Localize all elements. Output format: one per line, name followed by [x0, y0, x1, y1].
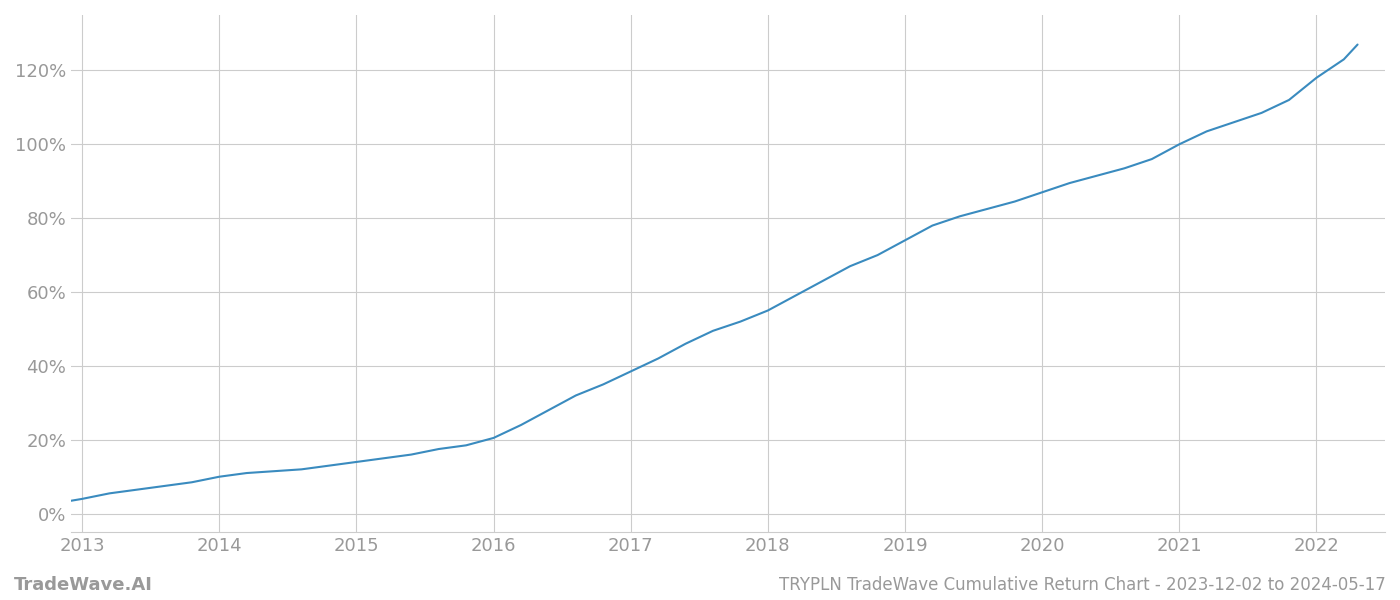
Text: TradeWave.AI: TradeWave.AI — [14, 576, 153, 594]
Text: TRYPLN TradeWave Cumulative Return Chart - 2023-12-02 to 2024-05-17: TRYPLN TradeWave Cumulative Return Chart… — [780, 576, 1386, 594]
